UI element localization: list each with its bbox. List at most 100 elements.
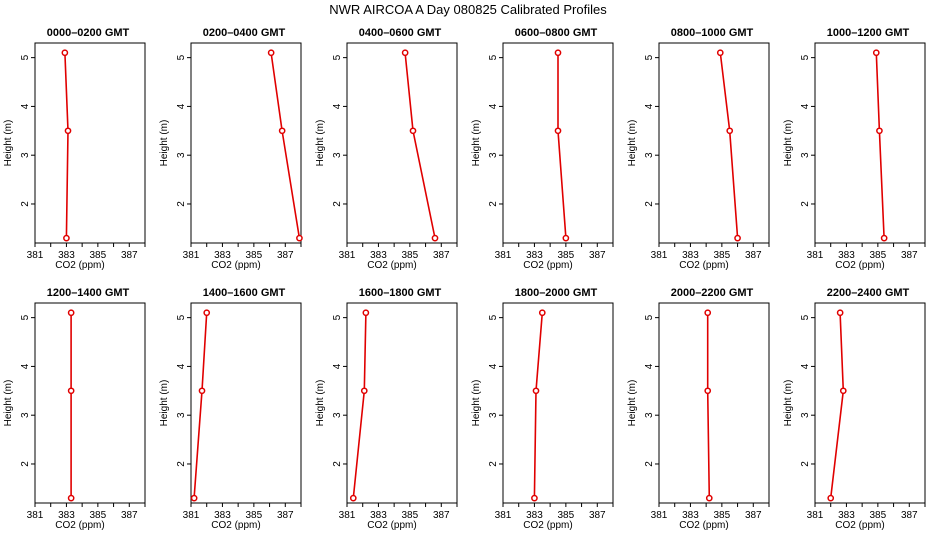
data-point — [431, 234, 439, 242]
y-tick-label: 5 — [332, 54, 343, 60]
profile-line — [64, 52, 69, 239]
x-tick-label: 385 — [714, 250, 731, 261]
panel-title: 1400–1600 GMT — [203, 287, 286, 299]
x-tick-label: 385 — [402, 510, 419, 521]
y-tick-label: 3 — [176, 412, 187, 418]
data-point — [190, 494, 198, 502]
data-point — [734, 234, 741, 242]
y-tick-label: 3 — [332, 152, 343, 158]
y-tick-label: 4 — [488, 103, 499, 109]
data-point — [362, 309, 370, 317]
panel-title: 0400–0600 GMT — [359, 27, 442, 39]
y-tick-label: 3 — [488, 152, 499, 158]
x-tick-label: 387 — [901, 510, 918, 521]
data-point — [67, 309, 75, 317]
x-tick-label: 385 — [558, 250, 575, 261]
x-axis-label: CO2 (ppm) — [367, 520, 416, 531]
profile-panel: 0200–0400 GMT 381 383 385 387 2 3 4 5 CO2 (ppm) He… — [159, 27, 303, 271]
panel-title: 1200–1400 GMT — [47, 287, 130, 299]
y-tick-label: 4 — [644, 363, 655, 369]
y-tick-label: 4 — [800, 103, 811, 109]
x-tick-label: 387 — [121, 510, 138, 521]
plot-frame — [658, 302, 770, 504]
data-point — [532, 387, 540, 395]
profile-panel: 0000–0200 GMT 381 383 385 387 2 3 4 5 CO2 (ppm) He… — [3, 27, 146, 271]
y-tick-label: 2 — [176, 461, 187, 467]
x-tick-label: 385 — [246, 510, 263, 521]
plot-frame — [190, 302, 302, 504]
panel-title: 2200–2400 GMT — [827, 287, 910, 299]
x-tick-label: 383 — [58, 510, 75, 521]
x-tick-label: 381 — [183, 510, 200, 521]
y-axis-label: Height (m) — [627, 380, 638, 427]
x-tick-label: 383 — [682, 510, 699, 521]
x-tick-label: 383 — [526, 510, 543, 521]
panel-title: 1600–1800 GMT — [359, 287, 442, 299]
x-tick-label: 385 — [558, 510, 575, 521]
x-tick-label: 383 — [526, 250, 543, 261]
data-point — [349, 494, 357, 502]
x-tick-label: 387 — [589, 510, 606, 521]
data-point — [360, 387, 368, 395]
profile-line — [829, 312, 845, 499]
profile-line — [719, 52, 739, 239]
x-tick-label: 381 — [807, 250, 824, 261]
x-axis-label: CO2 (ppm) — [679, 520, 728, 531]
profile-line — [404, 52, 436, 239]
profile-panel: 0600–0800 GMT 381 383 385 387 2 3 4 5 CO2 (ppm) He… — [471, 27, 614, 271]
x-tick-label: 381 — [183, 250, 200, 261]
data-point — [827, 494, 835, 502]
panel-title: 2000–2200 GMT — [671, 287, 754, 299]
data-point — [278, 127, 286, 135]
data-point — [704, 309, 712, 317]
panel-title: 0000–0200 GMT — [47, 27, 130, 39]
profile-line — [557, 52, 567, 239]
y-tick-label: 5 — [176, 314, 187, 320]
y-tick-label: 3 — [644, 152, 655, 158]
data-point — [61, 49, 69, 57]
plot-frame — [346, 302, 458, 504]
profile-line — [875, 52, 885, 239]
data-point — [64, 127, 72, 135]
panel-title: 0600–0800 GMT — [515, 27, 598, 39]
x-tick-label: 381 — [495, 510, 512, 521]
plot-frame — [814, 302, 926, 504]
plot-frame — [190, 42, 302, 244]
y-axis-label: Height (m) — [471, 380, 482, 427]
data-point — [839, 387, 847, 395]
y-tick-label: 4 — [20, 103, 31, 109]
x-tick-label: 387 — [277, 250, 294, 261]
y-tick-label: 3 — [332, 412, 343, 418]
y-tick-label: 3 — [800, 152, 811, 158]
y-tick-label: 2 — [176, 201, 187, 207]
y-tick-label: 5 — [644, 314, 655, 320]
y-tick-label: 3 — [644, 412, 655, 418]
x-tick-label: 385 — [90, 250, 107, 261]
x-tick-label: 387 — [121, 250, 138, 261]
plot-frame — [346, 42, 458, 244]
data-point — [554, 49, 562, 57]
y-axis-label: Height (m) — [315, 380, 326, 427]
plot-frame — [502, 42, 614, 244]
profile-panel: 1200–1400 GMT 381 383 385 387 2 3 4 5 CO2 (ppm) He… — [3, 287, 146, 531]
x-tick-label: 385 — [714, 510, 731, 521]
x-tick-label: 381 — [651, 250, 668, 261]
plot-frame — [34, 302, 146, 504]
x-tick-label: 383 — [682, 250, 699, 261]
x-axis-label: CO2 (ppm) — [523, 520, 572, 531]
x-axis-label: CO2 (ppm) — [55, 260, 104, 271]
figure-title: NWR AIRCOA A Day 080825 Calibrated Profi… — [329, 2, 607, 17]
x-tick-label: 385 — [402, 250, 419, 261]
data-point — [203, 309, 211, 317]
y-axis-label: Height (m) — [159, 380, 170, 427]
data-point — [531, 494, 538, 502]
y-tick-label: 4 — [20, 363, 31, 369]
y-axis-label: Height (m) — [783, 380, 794, 427]
y-tick-label: 4 — [176, 363, 187, 369]
x-tick-label: 381 — [651, 510, 668, 521]
profile-panel: 0800–1000 GMT 381 383 385 387 2 3 4 5 CO2 (ppm) He… — [627, 27, 770, 271]
x-tick-label: 387 — [901, 250, 918, 261]
y-tick-label: 3 — [20, 152, 31, 158]
data-point — [198, 387, 206, 395]
y-tick-label: 2 — [20, 201, 31, 207]
